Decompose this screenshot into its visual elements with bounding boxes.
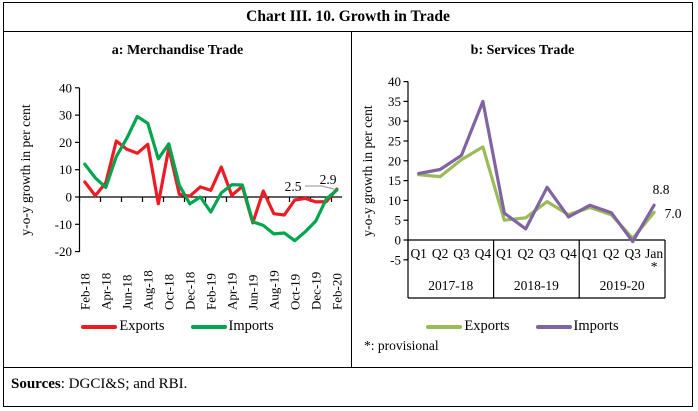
- svg-text:Q3: Q3: [453, 246, 470, 261]
- svg-text:0: 0: [395, 233, 402, 248]
- svg-text:Dec-19: Dec-19: [308, 272, 323, 310]
- svg-text:Apr-19: Apr-19: [224, 273, 239, 310]
- svg-text:Q2: Q2: [517, 246, 534, 261]
- merchandise-panel-title: a: Merchandise Trade: [111, 43, 244, 58]
- services-exports-legend-label: Exports: [464, 318, 510, 334]
- svg-text:Oct-18: Oct-18: [161, 274, 176, 310]
- svg-text:Aug-18: Aug-18: [140, 270, 155, 310]
- panel-merchandise-trade: a: Merchandise Trade 40 30 20 10 0 -10 -20 y-o-…: [4, 32, 351, 367]
- svg-text:*: *: [651, 259, 658, 274]
- svg-text:-20: -20: [55, 244, 72, 259]
- exports-legend-label: Exports: [119, 318, 165, 334]
- svg-text:30: 30: [59, 108, 72, 123]
- svg-text:20: 20: [388, 153, 401, 168]
- svg-text:20: 20: [59, 135, 72, 150]
- svg-text:Jun-18: Jun-18: [119, 275, 134, 310]
- svg-text:Q2: Q2: [603, 246, 620, 261]
- svg-text:Q3: Q3: [624, 246, 641, 261]
- services-chart-canvas: 40 35 30 25 20 15 10 5 0 -5 y-o-y growth in per ce…: [360, 74, 682, 299]
- svg-text:2018-19: 2018-19: [514, 278, 559, 293]
- svg-text:0: 0: [66, 190, 73, 205]
- services-exports-line-swatch: [426, 324, 463, 329]
- provisional-note: *: provisional: [364, 338, 439, 353]
- svg-text:Q1: Q1: [496, 246, 513, 261]
- svg-text:Oct-19: Oct-19: [287, 274, 302, 310]
- svg-text:25: 25: [388, 134, 401, 149]
- figure-frame: Chart III. 10. Growth in Trade a: Mercha…: [3, 2, 693, 407]
- svg-text:2.9: 2.9: [320, 172, 337, 187]
- svg-text:10: 10: [388, 193, 401, 208]
- services-imports-legend-label: Imports: [573, 318, 619, 334]
- svg-text:Feb-20: Feb-20: [329, 273, 344, 310]
- merchandise-legend-imports: Imports: [190, 318, 274, 335]
- svg-text:Q1: Q1: [410, 246, 427, 261]
- svg-text:35: 35: [388, 94, 401, 109]
- svg-text:y-o-y growth in per cent: y-o-y growth in per cent: [360, 105, 375, 236]
- svg-text:Feb-19: Feb-19: [203, 273, 218, 310]
- sources-footer: Sources: DGCI&S; and RBI.: [4, 367, 692, 407]
- svg-text:8.8: 8.8: [653, 182, 670, 197]
- chart-panels: a: Merchandise Trade 40 30 20 10 0 -10 -20 y-o-…: [4, 32, 692, 367]
- svg-text:2019-20: 2019-20: [600, 278, 645, 293]
- svg-text:40: 40: [388, 74, 401, 89]
- svg-text:40: 40: [59, 80, 72, 95]
- svg-text:Q1: Q1: [582, 246, 599, 261]
- svg-text:-5: -5: [390, 252, 401, 267]
- merchandise-legend: Exports Imports: [4, 318, 351, 335]
- imports-legend-label: Imports: [228, 318, 274, 334]
- svg-text:Q3: Q3: [539, 246, 556, 261]
- services-legend-imports: Imports: [535, 318, 619, 335]
- svg-text:Jan: Jan: [645, 246, 663, 261]
- services-legend: Exports Imports: [352, 318, 693, 335]
- svg-text:y-o-y growth in per cent: y-o-y growth in per cent: [18, 104, 33, 235]
- svg-text:15: 15: [388, 173, 401, 188]
- svg-text:Dec-18: Dec-18: [182, 272, 197, 310]
- sources-label: Sources: [11, 376, 61, 392]
- svg-text:Apr-18: Apr-18: [98, 273, 113, 310]
- sources-text: : DGCI&S; and RBI.: [60, 376, 188, 392]
- svg-text:Jun-19: Jun-19: [245, 275, 260, 310]
- svg-text:Q2: Q2: [432, 246, 449, 261]
- svg-text:2017-18: 2017-18: [428, 278, 473, 293]
- services-imports-line-swatch: [535, 324, 572, 329]
- panel-services-trade: b: Services Trade 40 35 30 25 20 15 10 5 0 -5 y-o-…: [351, 32, 693, 367]
- merchandise-legend-exports: Exports: [81, 318, 165, 335]
- svg-text:Feb-18: Feb-18: [77, 273, 92, 310]
- svg-text:Aug-19: Aug-19: [266, 270, 281, 310]
- svg-text:5: 5: [395, 213, 402, 228]
- svg-text:2.5: 2.5: [285, 179, 302, 194]
- svg-text:Q4: Q4: [475, 246, 492, 261]
- svg-text:10: 10: [59, 162, 72, 177]
- figure-title: Chart III. 10. Growth in Trade: [4, 3, 692, 32]
- svg-text:30: 30: [388, 114, 401, 129]
- imports-line-swatch: [190, 324, 227, 329]
- exports-line-swatch: [81, 324, 118, 329]
- svg-text:Q4: Q4: [560, 246, 577, 261]
- svg-text:7.0: 7.0: [665, 206, 682, 221]
- services-panel-title: b: Services Trade: [470, 43, 575, 58]
- merchandise-chart-canvas: 40 30 20 10 0 -10 -20 y-o-y growth in per cent F…: [18, 80, 344, 310]
- svg-text:-10: -10: [55, 217, 72, 232]
- services-legend-exports: Exports: [426, 318, 510, 335]
